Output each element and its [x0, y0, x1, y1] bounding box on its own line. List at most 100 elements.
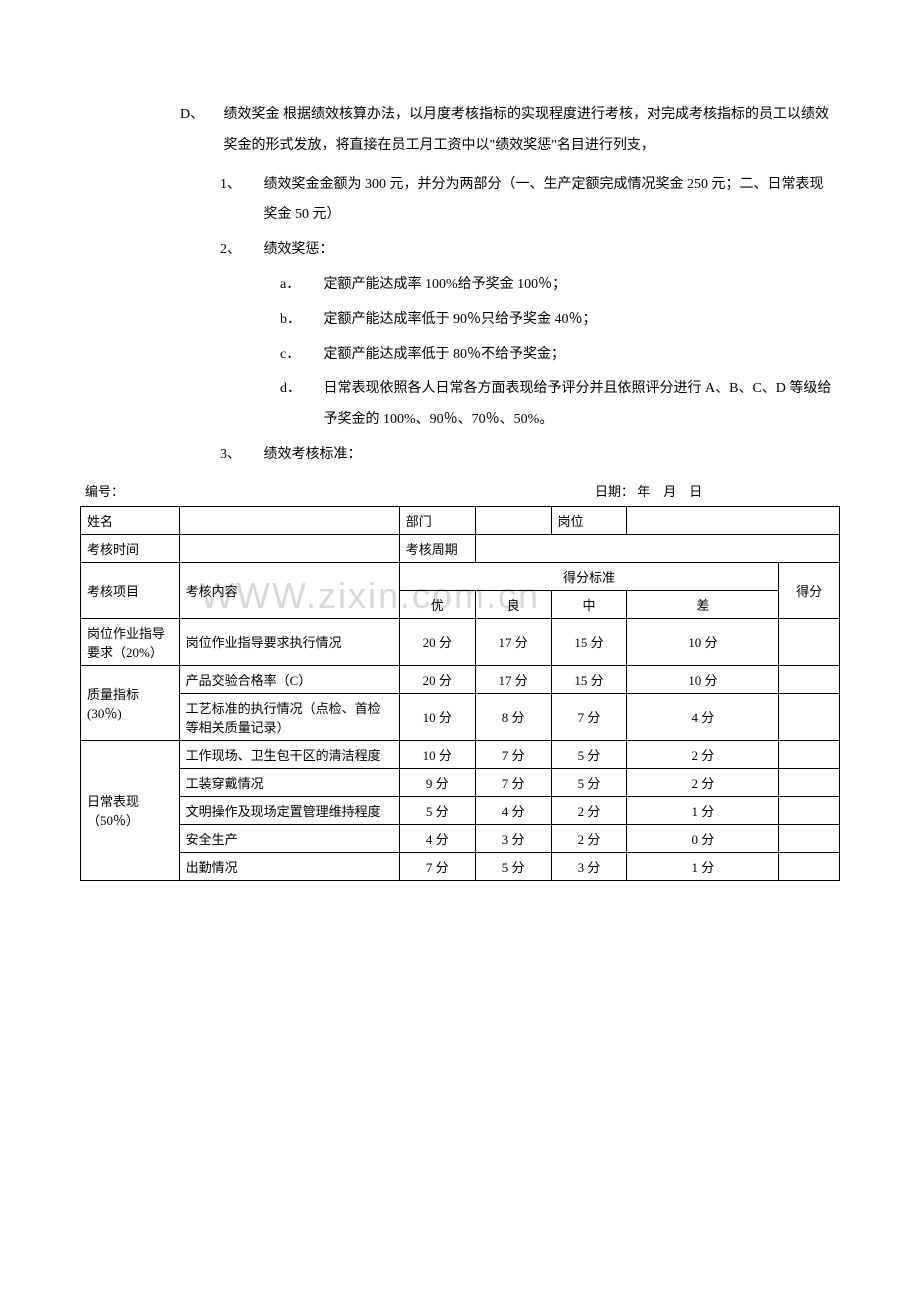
table-row: 出勤情况 7 分 5 分 3 分 1 分 — [81, 852, 840, 880]
cell-name-label: 姓名 — [81, 506, 180, 534]
cell-score-val: 7 分 — [475, 740, 551, 768]
cell-score-val: 1 分 — [627, 852, 779, 880]
cell-score-val: 7 分 — [551, 693, 627, 740]
table-row: 岗位作业指导要求（20%） 岗位作业指导要求执行情况 20 分 17 分 15 … — [81, 618, 840, 665]
table-row: 日常表现（50％） 工作现场、卫生包干区的清洁程度 10 分 7 分 5 分 2… — [81, 740, 840, 768]
cell-medium: 中 — [551, 590, 627, 618]
cell-period-label: 考核周期 — [399, 534, 475, 562]
cell-score-val: 2 分 — [627, 768, 779, 796]
cell-item: 质量指标(30％) — [81, 665, 180, 740]
section-d: D、 绩效奖金 根据绩效核算办法，以月度考核指标的实现程度进行考核，对完成考核指… — [180, 100, 840, 162]
cell-period-value — [475, 534, 839, 562]
assessment-table: 姓名 部门 岗位 考核时间 考核周期 考核项目 考核内容 得分标准 得分 优 良… — [80, 506, 840, 881]
table-row: 工装穿戴情况 9 分 7 分 5 分 2 分 — [81, 768, 840, 796]
table-row: 工艺标准的执行情况（点检、首检等相关质量记录） 10 分 8 分 7 分 4 分 — [81, 693, 840, 740]
cell-position-value — [627, 506, 840, 534]
sub-a-text: 定额产能达成率 100%给予奖金 100％； — [324, 270, 834, 301]
cell-item: 日常表现（50％） — [81, 740, 180, 880]
cell-score-val: 2 分 — [627, 740, 779, 768]
cell-name-value — [179, 506, 399, 534]
cell-score-val: 2 分 — [551, 824, 627, 852]
cell-content: 工作现场、卫生包干区的清洁程度 — [179, 740, 399, 768]
cell-score-val: 10 分 — [399, 740, 475, 768]
cell-score-val: 4 分 — [399, 824, 475, 852]
cell-good: 良 — [475, 590, 551, 618]
cell-content: 产品交验合格率（C） — [179, 665, 399, 693]
cell-score-val: 5 分 — [399, 796, 475, 824]
cell-score: 得分 — [779, 562, 840, 618]
table-row: 考核项目 考核内容 得分标准 得分 — [81, 562, 840, 590]
cell-score-val: 7 分 — [399, 852, 475, 880]
cell-assess-item: 考核项目 — [81, 562, 180, 618]
cell-final-score — [779, 824, 840, 852]
cell-score-val: 7 分 — [475, 768, 551, 796]
cell-score-val: 4 分 — [627, 693, 779, 740]
cell-final-score — [779, 768, 840, 796]
cell-content: 文明操作及现场定置管理维持程度 — [179, 796, 399, 824]
cell-final-score — [779, 693, 840, 740]
cell-content: 工艺标准的执行情况（点检、首检等相关质量记录） — [179, 693, 399, 740]
cell-score-val: 8 分 — [475, 693, 551, 740]
cell-final-score — [779, 740, 840, 768]
date-label: 日期： — [595, 484, 634, 499]
item-1-label: 1、 — [220, 170, 260, 201]
cell-score-val: 2 分 — [551, 796, 627, 824]
cell-final-score — [779, 665, 840, 693]
cell-score-val: 5 分 — [551, 740, 627, 768]
item-3-label: 3、 — [220, 440, 260, 471]
sub-b: b． 定额产能达成率低于 90％只给予奖金 40％； — [280, 305, 840, 336]
sub-c-text: 定额产能达成率低于 80％不给予奖金； — [324, 340, 834, 371]
table-row: 考核时间 考核周期 — [81, 534, 840, 562]
table-meta-row: 编号： 日期： 年 月 日 — [80, 481, 840, 504]
sub-c: c． 定额产能达成率低于 80％不给予奖金； — [280, 340, 840, 371]
item-2-label: 2、 — [220, 235, 260, 266]
cell-final-score — [779, 618, 840, 665]
cell-item: 岗位作业指导要求（20%） — [81, 618, 180, 665]
number-label: 编号： — [85, 481, 325, 500]
cell-time-label: 考核时间 — [81, 534, 180, 562]
cell-score-val: 1 分 — [627, 796, 779, 824]
cell-content: 工装穿戴情况 — [179, 768, 399, 796]
cell-score-val: 9 分 — [399, 768, 475, 796]
cell-content: 安全生产 — [179, 824, 399, 852]
cell-score-val: 20 分 — [399, 665, 475, 693]
item-2-text: 绩效奖惩： — [264, 235, 834, 266]
sub-c-label: c． — [280, 340, 320, 371]
cell-dept-value — [475, 506, 551, 534]
sub-d-label: d． — [280, 374, 320, 405]
cell-final-score — [779, 852, 840, 880]
cell-score-val: 3 分 — [475, 824, 551, 852]
cell-final-score — [779, 796, 840, 824]
table-row: 姓名 部门 岗位 — [81, 506, 840, 534]
item-1-text: 绩效奖金金额为 300 元，并分为两部分（一、生产定额完成情况奖金 250 元；… — [264, 170, 834, 232]
cell-score-val: 5 分 — [551, 768, 627, 796]
cell-content: 岗位作业指导要求执行情况 — [179, 618, 399, 665]
section-d-text: 绩效奖金 根据绩效核算办法，以月度考核指标的实现程度进行考核，对完成考核指标的员… — [224, 100, 834, 162]
cell-score-val: 17 分 — [475, 618, 551, 665]
cell-score-val: 0 分 — [627, 824, 779, 852]
table-row: 文明操作及现场定置管理维持程度 5 分 4 分 2 分 1 分 — [81, 796, 840, 824]
cell-poor: 差 — [627, 590, 779, 618]
cell-dept-label: 部门 — [399, 506, 475, 534]
sub-a: a． 定额产能达成率 100%给予奖金 100％； — [280, 270, 840, 301]
item-2: 2、 绩效奖惩： — [220, 235, 840, 266]
item-3-text: 绩效考核标准： — [264, 440, 834, 471]
cell-score-val: 3 分 — [551, 852, 627, 880]
cell-score-val: 15 分 — [551, 618, 627, 665]
cell-score-standard: 得分标准 — [399, 562, 779, 590]
table-row: 安全生产 4 分 3 分 2 分 0 分 — [81, 824, 840, 852]
cell-position-label: 岗位 — [551, 506, 627, 534]
date-section: 日期： 年 月 日 — [325, 481, 835, 500]
cell-score-val: 4 分 — [475, 796, 551, 824]
cell-score-val: 10 分 — [399, 693, 475, 740]
cell-score-val: 10 分 — [627, 618, 779, 665]
cell-score-val: 5 分 — [475, 852, 551, 880]
sub-d: d． 日常表现依照各人日常各方面表现给予评分并且依照评分进行 A、B、C、D 等… — [280, 374, 840, 436]
date-value: 年 月 日 — [637, 484, 702, 499]
cell-content: 出勤情况 — [179, 852, 399, 880]
sub-b-text: 定额产能达成率低于 90％只给予奖金 40％； — [324, 305, 834, 336]
cell-score-val: 10 分 — [627, 665, 779, 693]
sub-b-label: b． — [280, 305, 320, 336]
cell-score-val: 17 分 — [475, 665, 551, 693]
document-content: D、 绩效奖金 根据绩效核算办法，以月度考核指标的实现程度进行考核，对完成考核指… — [80, 100, 840, 881]
